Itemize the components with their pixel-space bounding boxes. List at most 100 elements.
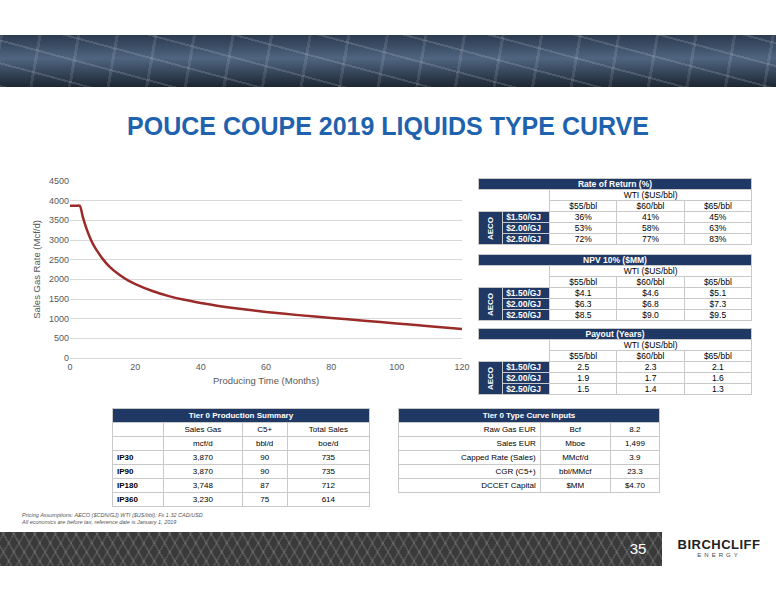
html-text:Tier 0 Type Curve Inputs: Tier 0 Type Curve Inputs (482, 411, 576, 420)
html-text:WTI ($US/bbl): WTI ($US/bbl) (623, 266, 678, 276)
html-text:3,230: 3,230 (192, 495, 213, 504)
html-text:735: 735 (321, 467, 335, 476)
svg-text:1500: 1500 (49, 294, 69, 304)
svg-text:80: 80 (326, 362, 336, 372)
html-text:WTI ($US/bbl): WTI ($US/bbl) (623, 340, 678, 350)
html-text:AECO: AECO (486, 216, 496, 240)
html-text:$55/bbl: $55/bbl (569, 277, 598, 287)
svg-text:3000: 3000 (49, 235, 69, 245)
html-text:$7.3: $7.3 (709, 299, 727, 309)
html-text:$9.5: $9.5 (709, 310, 727, 320)
html-text:75: 75 (260, 495, 270, 504)
html-text:IP360: IP360 (117, 495, 138, 504)
html-text:IP90: IP90 (117, 467, 134, 476)
html-text:90: 90 (260, 467, 270, 476)
html-text:bbl/d: bbl/d (256, 439, 274, 448)
html-text:$6.3: $6.3 (575, 299, 592, 309)
html-text:WTI ($US/bbl): WTI ($US/bbl) (623, 190, 678, 200)
html-text:2.5: 2.5 (577, 362, 590, 372)
html-text:$65/bbl: $65/bbl (703, 201, 732, 211)
html-text:90: 90 (260, 453, 270, 462)
html-text:BIRCHCLIFF: BIRCHCLIFF (677, 537, 761, 552)
svg-text:1000: 1000 (49, 314, 69, 324)
html-text:$1.50/GJ: $1.50/GJ (506, 212, 542, 222)
html-text:41%: 41% (642, 212, 659, 222)
svg-text:40: 40 (196, 362, 206, 372)
html-text:58%: 58% (642, 223, 659, 233)
html-text:$9.0: $9.0 (642, 310, 659, 320)
html-text:NPV 10% ($MM): NPV 10% ($MM) (583, 255, 647, 265)
html-text:36%: 36% (574, 212, 592, 222)
html-text:45%: 45% (709, 212, 727, 222)
html-text:$2.50/GJ: $2.50/GJ (506, 310, 542, 320)
svg-text:100: 100 (389, 362, 404, 372)
html-text:1.3: 1.3 (711, 384, 724, 394)
html-text:72%: 72% (574, 234, 592, 244)
html-text:1.4: 1.4 (644, 384, 657, 394)
html-text:Rate of Return (%): Rate of Return (%) (577, 179, 653, 189)
html-text:35: 35 (629, 540, 647, 557)
svg-text:20: 20 (130, 362, 140, 372)
html-text:Payout (Years): Payout (Years) (585, 329, 645, 339)
html-text:AECO: AECO (486, 292, 496, 316)
html-text:$65/bbl: $65/bbl (703, 277, 732, 287)
html-text:AECO: AECO (486, 366, 496, 390)
html-text:$1.50/GJ: $1.50/GJ (506, 288, 542, 298)
html-text:$5.1: $5.1 (709, 288, 727, 298)
html-text:C5+: C5+ (257, 425, 273, 434)
html-text:3,870: 3,870 (192, 453, 213, 462)
html-text:87: 87 (260, 481, 270, 490)
html-text:$2.00/GJ: $2.00/GJ (506, 223, 542, 233)
html-text:$6.8: $6.8 (642, 299, 659, 309)
html-text:$2.50/GJ: $2.50/GJ (506, 234, 542, 244)
html-text:Sales Gas: Sales Gas (184, 425, 222, 434)
svg-text:4000: 4000 (49, 196, 69, 206)
html-text:735: 735 (321, 453, 335, 462)
html-text:Total Sales: Total Sales (308, 425, 348, 434)
html-text:3,748: 3,748 (192, 481, 213, 490)
html-text:$60/bbl: $60/bbl (636, 201, 665, 211)
svg-text:60: 60 (261, 362, 271, 372)
html-text:POUCE COUPE 2019 LIQUIDS TYPE: POUCE COUPE 2019 LIQUIDS TYPE CURVE (127, 112, 649, 140)
html-text:3,870: 3,870 (192, 467, 213, 476)
svg-text:120: 120 (454, 362, 469, 372)
html-text:boe/d: boe/d (318, 439, 339, 448)
html-text:$60/bbl: $60/bbl (636, 277, 665, 287)
svg-text:0: 0 (67, 362, 72, 372)
svg-text:4500: 4500 (49, 176, 69, 186)
html-text:1.9: 1.9 (577, 373, 590, 383)
html-text:1.5: 1.5 (577, 384, 590, 394)
html-text:63%: 63% (709, 223, 727, 233)
html-text:1.6: 1.6 (711, 373, 724, 383)
html-text:Tier 0 Production Summary: Tier 0 Production Summary (188, 411, 294, 420)
html-text:53%: 53% (574, 223, 592, 233)
html-text:$60/bbl: $60/bbl (636, 351, 665, 361)
html-text:$4.1: $4.1 (575, 288, 592, 298)
html-text:2.1: 2.1 (711, 362, 724, 372)
html-text:$2.00/GJ: $2.00/GJ (506, 373, 542, 383)
html-text:$65/bbl: $65/bbl (703, 351, 732, 361)
svg-text:2500: 2500 (49, 255, 69, 265)
html-text:$2.00/GJ: $2.00/GJ (506, 299, 542, 309)
svg-text:500: 500 (54, 333, 69, 343)
svg-text:Producing Time (Months): Producing Time (Months) (213, 375, 319, 386)
svg-text:3500: 3500 (49, 215, 69, 225)
html-text:$1.50/GJ: $1.50/GJ (506, 362, 542, 372)
html-text:$55/bbl: $55/bbl (569, 201, 598, 211)
html-text:2.3: 2.3 (644, 362, 657, 372)
html-text:712: 712 (321, 481, 335, 490)
html-text:IP180: IP180 (117, 481, 138, 490)
html-text:mcf/d: mcf/d (193, 439, 213, 448)
html-text:IP30: IP30 (117, 453, 134, 462)
html-text:77%: 77% (642, 234, 659, 244)
svg-text:Sales Gas Rate (Mcf/d): Sales Gas Rate (Mcf/d) (31, 220, 42, 319)
html-text:$8.5: $8.5 (575, 310, 592, 320)
html-text:1.7: 1.7 (644, 373, 657, 383)
svg-text:2000: 2000 (49, 274, 69, 284)
html-text:$4.6: $4.6 (642, 288, 659, 298)
html-text:$55/bbl: $55/bbl (569, 351, 598, 361)
svg-text:0: 0 (64, 353, 69, 363)
html-text:614: 614 (321, 495, 335, 504)
html-text:83%: 83% (709, 234, 727, 244)
html-text:$2.50/GJ: $2.50/GJ (506, 384, 542, 394)
